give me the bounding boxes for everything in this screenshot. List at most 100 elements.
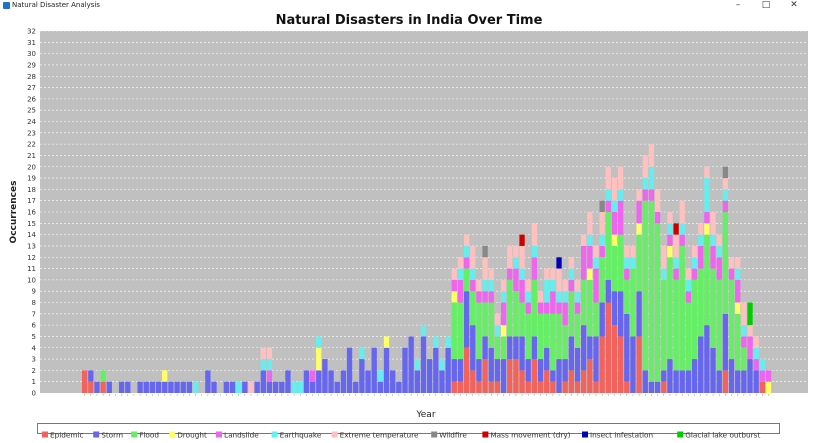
bar-segment — [593, 336, 599, 382]
bar-segment — [685, 279, 692, 292]
bars-group — [82, 144, 772, 394]
bar-segment — [537, 302, 544, 314]
bar-segment — [741, 302, 747, 326]
minimize-button[interactable]: – — [735, 0, 741, 10]
bar-segment — [513, 268, 519, 292]
y-axis-ticks: 0123456789101112131415161718192021222324… — [27, 28, 36, 398]
bar-segment — [581, 370, 587, 394]
bar-segment — [691, 257, 698, 269]
bar-segment — [500, 279, 507, 292]
legend-label: Drought — [177, 431, 207, 440]
bar-segment — [537, 381, 544, 393]
bar-segment — [562, 359, 568, 382]
bar-segment — [316, 336, 322, 348]
bar-segment — [507, 245, 513, 269]
legend-label: Landslide — [224, 431, 259, 440]
bar-segment — [611, 325, 618, 394]
bar-segment — [636, 336, 642, 393]
bar-segment — [661, 370, 667, 382]
bar-segment — [722, 166, 729, 179]
bar-segment — [519, 245, 525, 269]
bar-segment — [636, 189, 642, 201]
bar-segment — [741, 370, 747, 394]
bar-segment — [685, 302, 692, 371]
bar-segment — [488, 302, 494, 348]
bar-segment — [611, 291, 618, 326]
bar-segment — [574, 347, 581, 382]
bar-segment — [266, 359, 273, 371]
bar-segment — [562, 381, 568, 393]
bar-segment — [673, 279, 679, 371]
bar-segment — [593, 245, 599, 258]
app-icon — [3, 2, 10, 9]
bar-segment — [100, 370, 106, 382]
bar-segment — [636, 234, 642, 292]
bar-segment — [568, 370, 574, 394]
bar-segment — [642, 155, 648, 179]
bar-segment — [661, 381, 667, 393]
bar-segment — [691, 268, 698, 280]
bar-segment — [537, 313, 544, 360]
bar-segment — [390, 370, 396, 394]
bar-segment — [550, 370, 556, 382]
bar-segment — [463, 234, 470, 246]
bar-segment — [630, 245, 636, 258]
bar-segment — [704, 223, 710, 235]
bar-segment — [476, 302, 482, 360]
y-tick-label: 29 — [27, 61, 36, 69]
bar-segment — [451, 291, 457, 303]
legend-label: Mass movement (dry) — [490, 431, 570, 440]
bar-segment — [581, 325, 587, 371]
bar-segment — [100, 381, 106, 393]
bar-segment — [605, 189, 611, 201]
bar-segment — [500, 291, 507, 303]
bar-segment — [667, 257, 673, 360]
bar-segment — [316, 370, 322, 394]
bar-segment — [463, 257, 470, 269]
bar-segment — [765, 381, 772, 393]
bar-segment — [710, 245, 716, 269]
bar-segment — [118, 381, 125, 393]
bar-segment — [494, 313, 501, 326]
bar-segment — [463, 347, 470, 393]
bar-segment — [525, 381, 531, 393]
bar-segment — [500, 302, 507, 326]
maximize-button[interactable]: □ — [761, 0, 771, 10]
legend-swatch — [216, 431, 222, 438]
bar-segment — [531, 223, 538, 246]
bar-segment — [457, 381, 464, 393]
bar-segment — [507, 268, 513, 280]
window-title: Natural Disaster Analysis — [12, 1, 100, 9]
bar-segment — [679, 245, 685, 371]
legend-label: Flood — [139, 431, 159, 440]
bar-segment — [562, 325, 568, 360]
bar-segment — [88, 370, 94, 382]
bar-segment — [698, 268, 704, 337]
close-button[interactable]: ✕ — [790, 0, 798, 10]
y-tick-label: 5 — [32, 333, 36, 341]
bar-segment — [531, 279, 538, 337]
bar-segment — [457, 302, 464, 360]
bar-segment — [488, 381, 494, 393]
bar-segment — [544, 302, 550, 314]
bar-segment — [648, 200, 655, 382]
bar-segment — [747, 336, 753, 360]
bar-segment — [476, 381, 482, 393]
bar-segment — [439, 359, 445, 371]
bar-segment — [519, 336, 525, 371]
legend-swatch — [482, 431, 489, 438]
bar-segment — [599, 336, 605, 393]
bar-segment — [698, 245, 704, 269]
bar-segment — [722, 212, 729, 314]
bar-segment — [581, 245, 587, 280]
bar-segment — [143, 381, 149, 393]
y-tick-label: 16 — [27, 209, 36, 217]
bar-segment — [346, 347, 353, 393]
bar-segment — [531, 336, 538, 360]
bar-segment — [574, 291, 581, 303]
bar-segment — [630, 268, 636, 337]
bar-segment — [500, 359, 507, 393]
bar-segment — [704, 325, 710, 394]
bar-segment — [611, 200, 618, 212]
bar-segment — [617, 189, 624, 201]
